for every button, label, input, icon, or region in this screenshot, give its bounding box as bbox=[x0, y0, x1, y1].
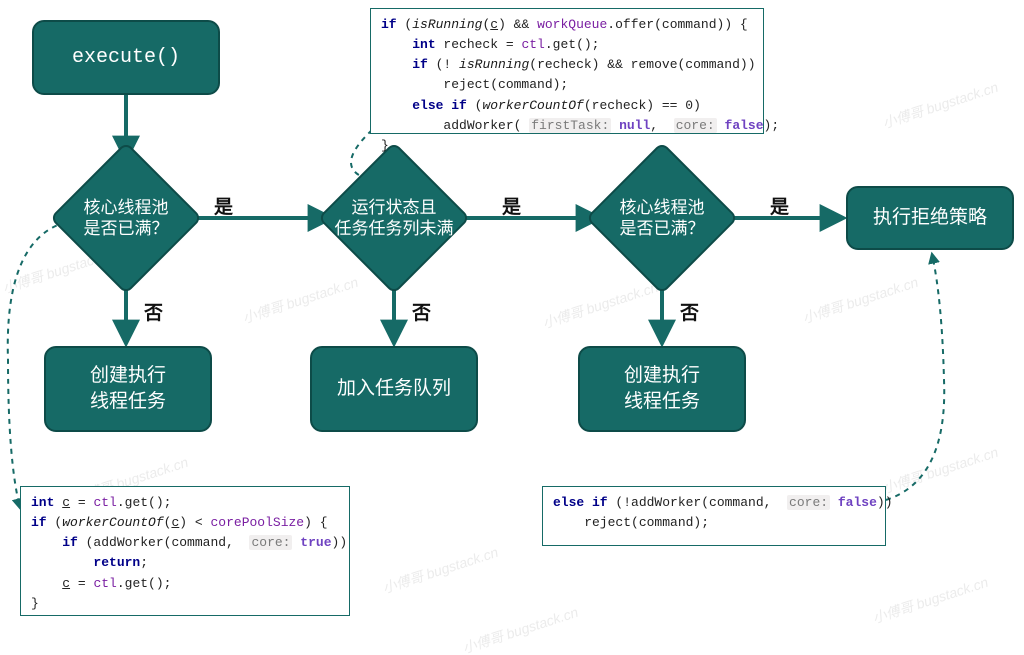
edge-label-no2: 否 bbox=[412, 298, 431, 325]
node-r1: 创建执行 线程任务 bbox=[44, 346, 212, 432]
watermark: 小傅哥 bugstack.cn bbox=[800, 272, 921, 328]
watermark: 小傅哥 bugstack.cn bbox=[870, 572, 991, 628]
watermark: 小傅哥 bugstack.cn bbox=[540, 277, 661, 333]
text-line: 是否已满？ bbox=[620, 219, 705, 238]
text-line: 创建执行 bbox=[624, 365, 700, 386]
dashed-codebr-reject bbox=[886, 254, 944, 500]
node-reject: 执行拒绝策略 bbox=[846, 186, 1014, 250]
watermark: 小傅哥 bugstack.cn bbox=[240, 272, 361, 328]
text-line: 核心线程池 bbox=[620, 198, 705, 217]
edge-label-no3: 否 bbox=[680, 298, 699, 325]
text-line: 核心线程池 bbox=[84, 198, 169, 217]
text-line: 是否已满？ bbox=[84, 219, 169, 238]
edge-label-yes1: 是 bbox=[214, 192, 233, 219]
node-d2: 运行状态且 任务任务列未满 bbox=[340, 164, 448, 272]
codebox-bottom-right: else if (!addWorker(command, core: false… bbox=[542, 486, 886, 546]
text-line: 运行状态且 bbox=[352, 198, 437, 217]
diagram-canvas: 小傅哥 bugstack.cn 小傅哥 bugstack.cn 小傅哥 bugs… bbox=[0, 0, 1024, 655]
edge-label-no1: 否 bbox=[144, 298, 163, 325]
watermark: 小傅哥 bugstack.cn bbox=[460, 602, 581, 655]
node-r1-label: 创建执行 线程任务 bbox=[90, 363, 166, 414]
codebox-top: if (isRunning(c) && workQueue.offer(comm… bbox=[370, 8, 764, 134]
watermark: 小傅哥 bugstack.cn bbox=[880, 442, 1001, 498]
watermark: 小傅哥 bugstack.cn bbox=[880, 77, 1001, 133]
node-d1: 核心线程池 是否已满？ bbox=[72, 164, 180, 272]
node-reject-label: 执行拒绝策略 bbox=[873, 205, 987, 231]
node-d3-label: 核心线程池 是否已满？ bbox=[620, 197, 705, 240]
node-d2-label: 运行状态且 任务任务列未满 bbox=[335, 197, 454, 240]
node-r3: 创建执行 线程任务 bbox=[578, 346, 746, 432]
text-line: 任务任务列未满 bbox=[335, 219, 454, 238]
watermark: 小傅哥 bugstack.cn bbox=[380, 542, 501, 598]
node-d1-label: 核心线程池 是否已满？ bbox=[84, 197, 169, 240]
node-start-label: execute() bbox=[72, 44, 180, 71]
text-line: 线程任务 bbox=[624, 391, 700, 412]
node-r2-label: 加入任务队列 bbox=[337, 376, 451, 402]
text-line: 线程任务 bbox=[90, 391, 166, 412]
edge-label-yes2: 是 bbox=[502, 192, 521, 219]
node-r3-label: 创建执行 线程任务 bbox=[624, 363, 700, 414]
edge-label-yes3: 是 bbox=[770, 192, 789, 219]
node-d3: 核心线程池 是否已满？ bbox=[608, 164, 716, 272]
text-line: 创建执行 bbox=[90, 365, 166, 386]
codebox-bottom-left: int c = ctl.get(); if (workerCountOf(c) … bbox=[20, 486, 350, 616]
node-start: execute() bbox=[32, 20, 220, 95]
node-r2: 加入任务队列 bbox=[310, 346, 478, 432]
